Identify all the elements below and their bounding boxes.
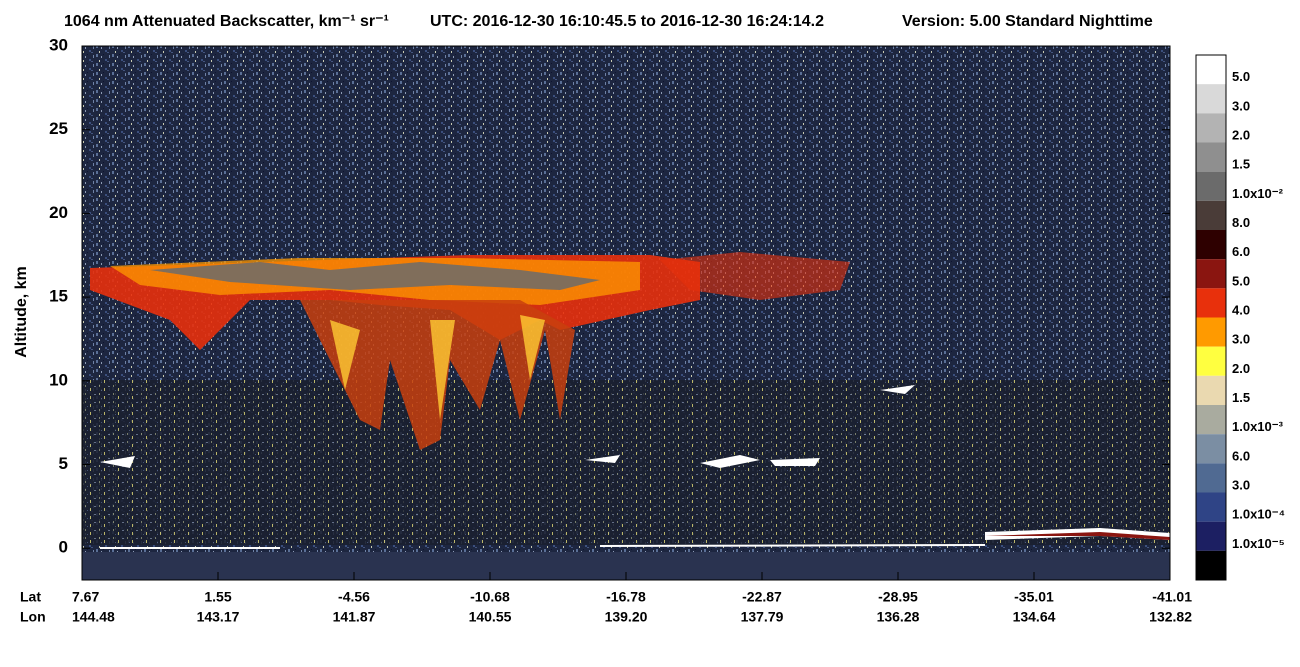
colorbar-label: 1.5 <box>1232 390 1250 405</box>
y-tick-label: 5 <box>59 454 68 473</box>
colorbar-box <box>1196 142 1226 172</box>
colorbar-box <box>1196 434 1226 464</box>
colorbar-box <box>1196 171 1226 201</box>
chart-title: 1064 nm Attenuated Backscatter, km⁻¹ sr⁻… <box>64 13 389 30</box>
lower-noise <box>82 380 1170 545</box>
colorbar-box <box>1196 55 1226 85</box>
colorbar-box <box>1196 200 1226 230</box>
lat-label: -4.56 <box>338 589 370 605</box>
colorbar-label: 2.0 <box>1232 128 1250 143</box>
x-row-label: Lon <box>20 609 46 625</box>
lat-label: -16.78 <box>606 589 646 605</box>
y-tick-label: 10 <box>49 370 68 389</box>
colorbar-label: 1.0x10⁻³ <box>1232 419 1284 434</box>
lon-label: 136.28 <box>877 609 920 625</box>
y-axis-label: Altitude, km <box>13 266 30 358</box>
colorbar-label: 2.0 <box>1232 361 1250 376</box>
y-tick-label: 0 <box>59 538 68 557</box>
colorbar-box <box>1196 230 1226 260</box>
colorbar-box <box>1196 550 1226 580</box>
y-tick-label: 15 <box>49 287 68 306</box>
cloud <box>150 262 600 290</box>
y-tick-label: 25 <box>49 119 68 138</box>
lat-label: 1.55 <box>204 589 231 605</box>
lon-label: 143.17 <box>197 609 240 625</box>
lon-label: 140.55 <box>469 609 512 625</box>
lat-label: 7.67 <box>72 589 99 605</box>
lat-label: -28.95 <box>878 589 918 605</box>
time-range: UTC: 2016-12-30 16:10:45.5 to 2016-12-30… <box>430 13 824 30</box>
colorbar-box <box>1196 405 1226 435</box>
lat-label: -35.01 <box>1014 589 1054 605</box>
colorbar-label: 3.0 <box>1232 478 1250 493</box>
x-row-label: Lat <box>20 589 41 605</box>
y-tick-label: 30 <box>49 35 68 54</box>
surface-return <box>985 532 1170 540</box>
colorbar-label: 1.0x10⁻² <box>1232 186 1284 201</box>
fall-streak <box>330 315 545 420</box>
cloud <box>660 252 850 300</box>
colorbar-label: 1.5 <box>1232 157 1250 172</box>
colorbar-label: 3.0 <box>1232 332 1250 347</box>
colorbar-box <box>1196 84 1226 114</box>
colorbar-box <box>1196 317 1226 347</box>
colorbar-box <box>1196 288 1226 318</box>
surface-line <box>599 544 986 547</box>
lat-label: -22.87 <box>742 589 782 605</box>
colorbar-label: 1.0x10⁻⁴ <box>1232 507 1285 522</box>
colorbar-box <box>1196 492 1226 522</box>
lon-label: 137.79 <box>741 609 784 625</box>
colorbar-box <box>1196 346 1226 376</box>
lon-label: 134.64 <box>1013 609 1056 625</box>
lat-label: -41.01 <box>1152 589 1192 605</box>
plot-area <box>81 45 1171 581</box>
colorbar-label: 8.0 <box>1232 215 1250 230</box>
lon-label: 132.82 <box>1149 609 1192 625</box>
colorbar-label: 5.0 <box>1232 69 1250 84</box>
colorbar-label: 6.0 <box>1232 244 1250 259</box>
colorbar-box <box>1196 375 1226 405</box>
lon-label: 139.20 <box>605 609 648 625</box>
colorbar-frame <box>1195 54 1227 581</box>
y-tick-label: 20 <box>49 203 68 222</box>
lat-label: -10.68 <box>470 589 510 605</box>
colorbar-box <box>1196 521 1226 551</box>
colorbar-label: 5.0 <box>1232 273 1250 288</box>
colorbar-box <box>1196 259 1226 289</box>
lon-label: 144.48 <box>72 609 115 625</box>
colorbar-label: 4.0 <box>1232 303 1250 318</box>
version: Version: 5.00 Standard Nighttime <box>902 13 1153 30</box>
colorbar-label: 6.0 <box>1232 448 1250 463</box>
colorbar-label: 1.0x10⁻⁵ <box>1232 536 1285 551</box>
colorbar-label: 3.0 <box>1232 98 1250 113</box>
colorbar-box <box>1196 113 1226 143</box>
lon-label: 141.87 <box>333 609 376 625</box>
colorbar-box <box>1196 463 1226 493</box>
